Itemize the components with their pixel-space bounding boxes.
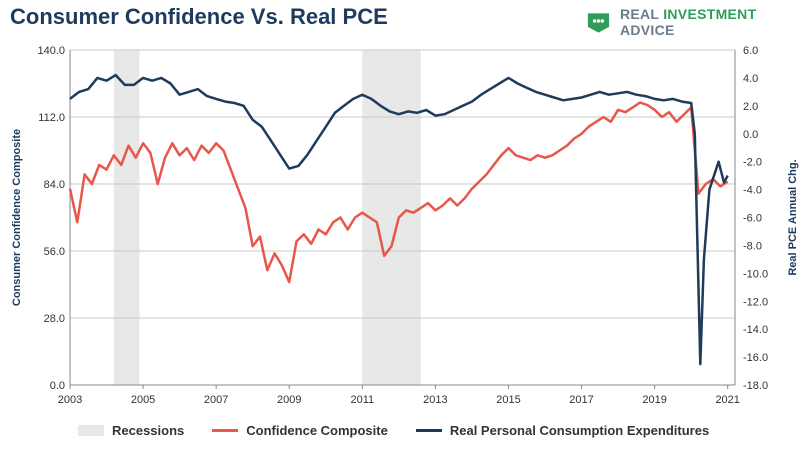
y2-tick-label: 0.0: [743, 129, 758, 141]
series-line-pce: [69, 73, 729, 366]
legend-swatch-confidence: [212, 429, 239, 432]
series-line-confidence: [68, 101, 729, 284]
y2-tick-label: -8.0: [743, 240, 762, 252]
y2-tick-label: -16.0: [743, 352, 768, 364]
x-tick-label: 2013: [423, 394, 447, 406]
legend-item-recessions: Recessions: [78, 423, 184, 438]
x-tick-label: 2003: [58, 394, 82, 406]
recession-band: [113, 50, 140, 385]
y2-tick-label: -6.0: [743, 213, 762, 225]
x-tick-label: 2019: [642, 394, 666, 406]
y-tick-label: 112.0: [38, 112, 65, 124]
y2-axis-title: Real PCE Annual Chg.: [787, 159, 799, 275]
x-tick-label: 2017: [569, 394, 593, 406]
chart-legend: Recessions Confidence Composite Real Per…: [78, 423, 758, 438]
y2-tick-label: 2.0: [743, 101, 758, 113]
brand-text: REAL INVESTMENT ADVICE: [619, 6, 757, 38]
y2-tick-label: -12.0: [743, 296, 768, 308]
x-tick-label: 2021: [715, 394, 739, 406]
chart-plot: 0.0 28.0 56.0 84.0 112.0 140.0 -18.0 -16.0 -14.0…: [11, 45, 799, 406]
x-tick-label: 2005: [131, 394, 155, 406]
y-tick-label: 140.0: [37, 45, 65, 57]
y2-tick-label: 4.0: [743, 73, 758, 85]
y2-tick-label: -14.0: [743, 324, 768, 336]
y-tick-label: 0.0: [50, 380, 65, 392]
x-tick-label: 2011: [350, 394, 374, 406]
y2-tick-label: -2.0: [743, 157, 762, 169]
legend-swatch-pce: [415, 429, 442, 432]
chart-title: Consumer Confidence Vs. Real PCE: [10, 4, 388, 29]
y-tick-label: 56.0: [44, 246, 65, 258]
legend-label-recessions: Recessions: [112, 423, 185, 438]
legend-label-pce: Real Personal Consumption Expenditures: [449, 423, 710, 438]
y2-tick-label: -10.0: [743, 268, 768, 280]
y-tick-label: 28.0: [44, 313, 65, 325]
piggy-bank-icon: [587, 13, 610, 33]
y2-tick-label: -18.0: [743, 380, 768, 392]
legend-item-pce: Real Personal Consumption Expenditures: [415, 423, 710, 438]
y2-tick-label: 6.0: [743, 45, 758, 57]
x-tick-label: 2007: [204, 394, 228, 406]
x-tick-label: 2009: [277, 394, 301, 406]
recession-band: [362, 50, 421, 385]
brand-logo: REAL INVESTMENT ADVICE: [584, 6, 808, 38]
legend-item-confidence: Confidence Composite: [212, 423, 388, 438]
y2-tick-label: -4.0: [743, 185, 762, 197]
y-tick-label: 84.0: [44, 179, 65, 191]
x-tick-label: 2015: [496, 394, 520, 406]
legend-swatch-recessions: [78, 425, 104, 436]
legend-label-confidence: Confidence Composite: [246, 423, 388, 438]
y-axis-title: Consumer Confidence Composite: [11, 129, 23, 306]
